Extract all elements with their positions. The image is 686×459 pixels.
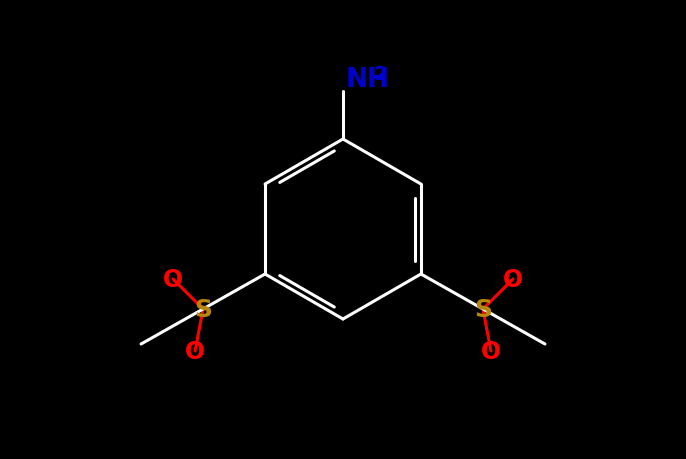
Text: S: S — [474, 297, 492, 321]
Text: O: O — [185, 339, 205, 363]
Text: O: O — [481, 339, 501, 363]
Text: S: S — [194, 297, 212, 321]
Text: NH: NH — [346, 67, 390, 93]
Text: O: O — [503, 268, 523, 291]
Text: 2: 2 — [373, 65, 387, 84]
Text: O: O — [163, 268, 183, 291]
